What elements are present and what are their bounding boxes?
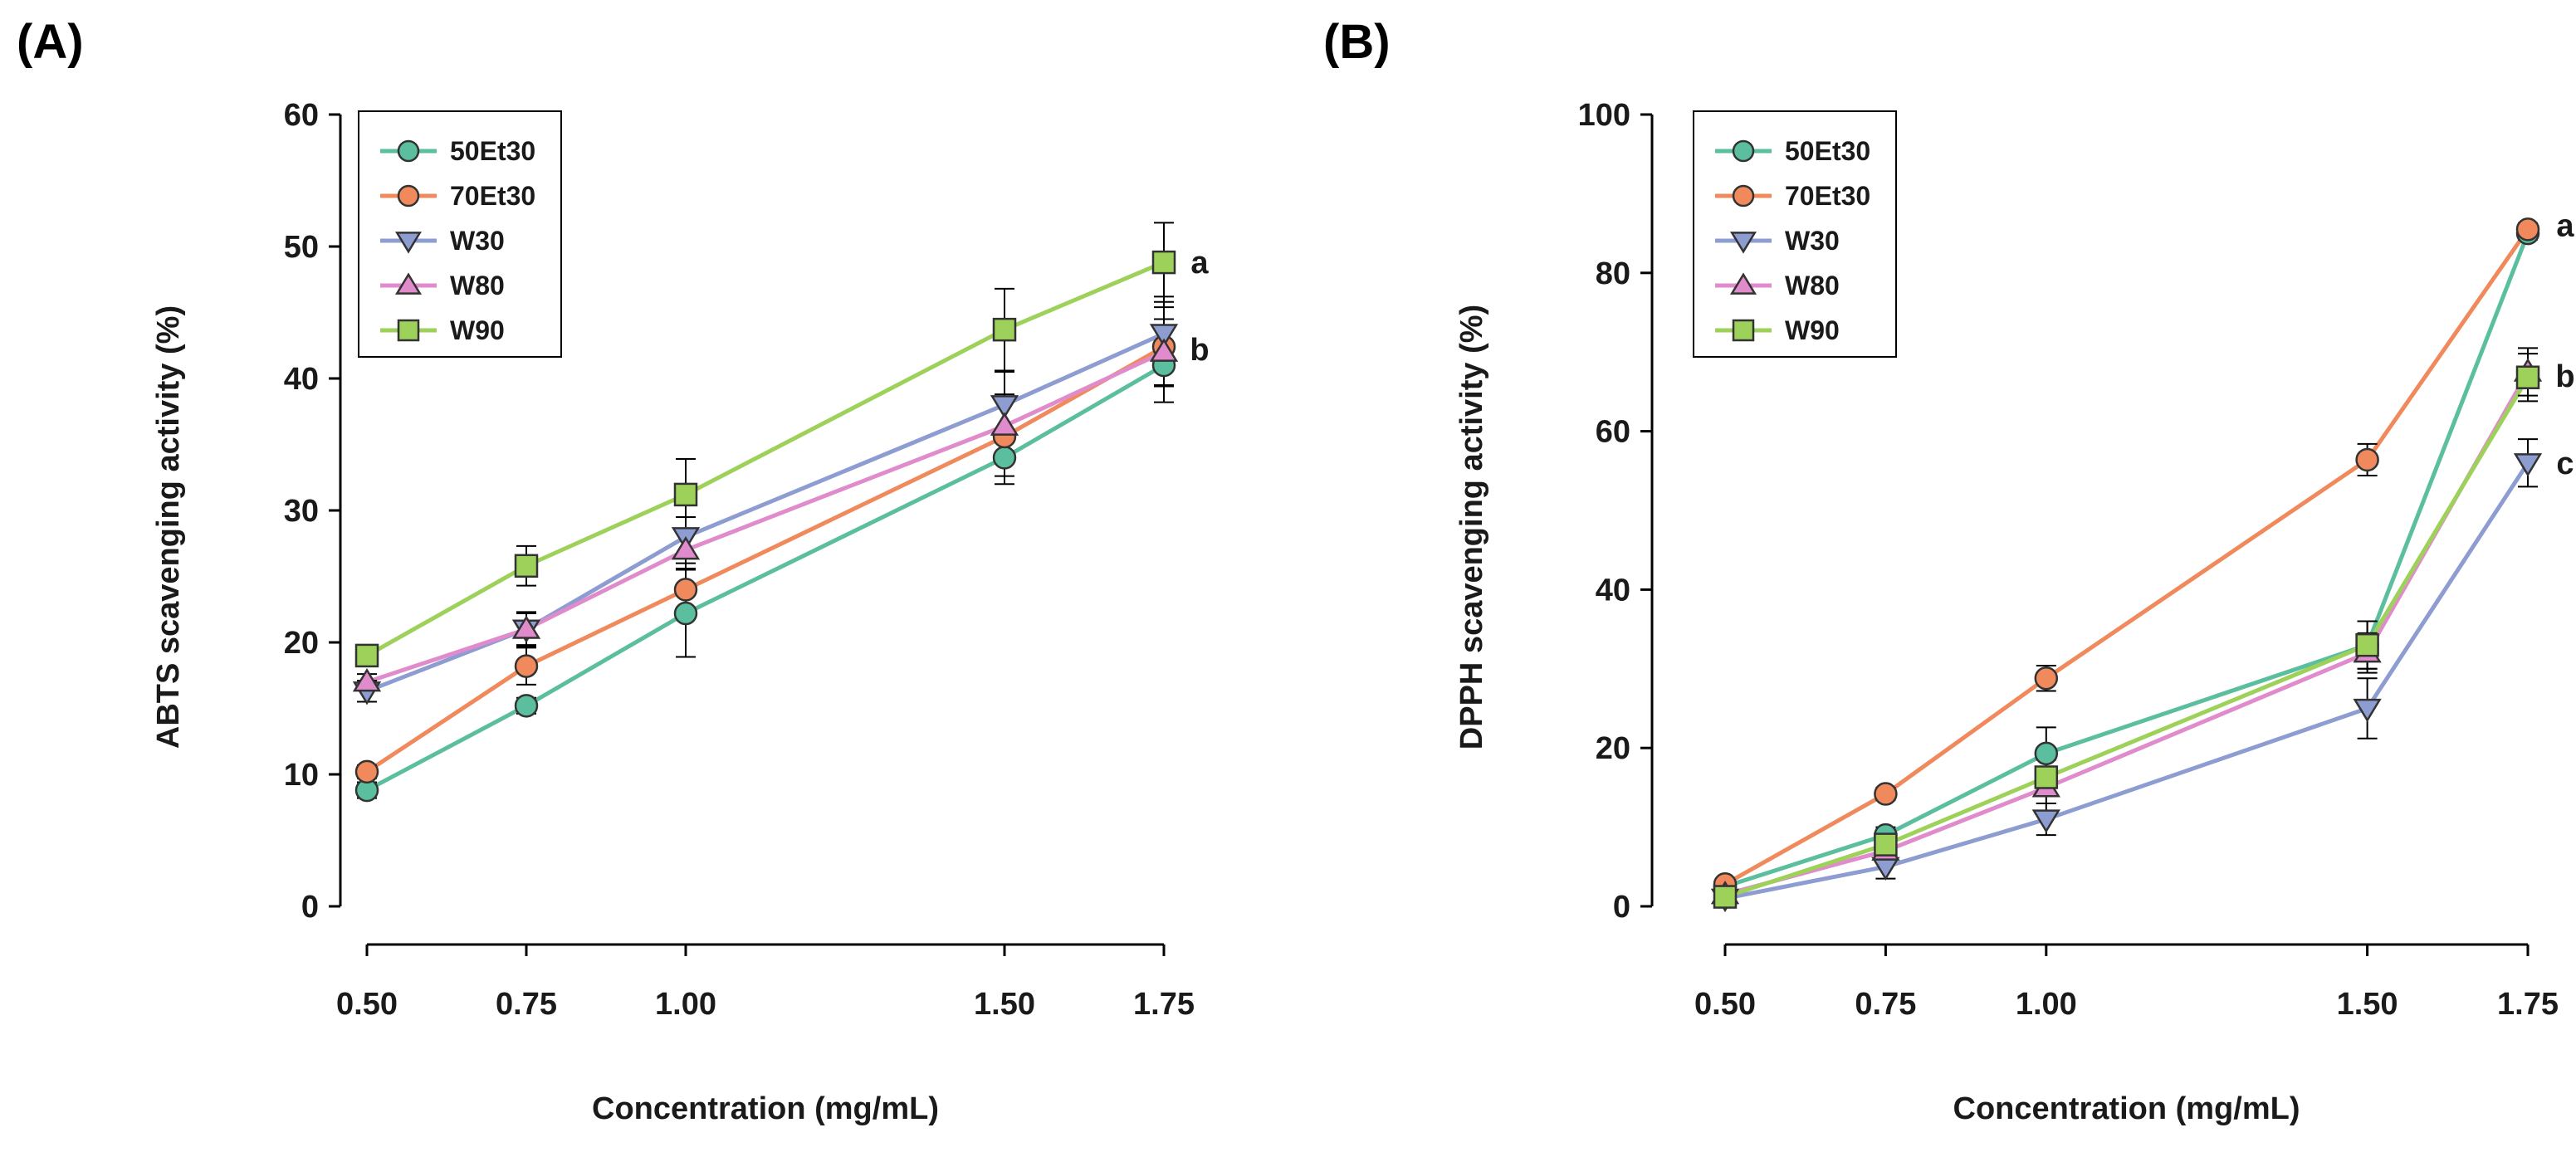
data-point-w30 — [990, 395, 1019, 419]
data-point-w90 — [992, 317, 1017, 342]
legend-marker — [1732, 319, 1755, 342]
legend-label: 70Et30 — [1785, 181, 1870, 211]
data-point-w90 — [354, 643, 379, 668]
data-point-w30 — [2353, 698, 2382, 723]
legend-marker — [394, 232, 423, 254]
legend-label: W90 — [450, 315, 505, 345]
legend-label: W30 — [450, 226, 505, 256]
data-point-w80 — [352, 667, 382, 692]
data-point-70et30 — [1874, 782, 1898, 806]
legend-marker — [397, 184, 420, 207]
significance-label: b — [1190, 333, 1209, 368]
chart-panel-a: (A) 0 10 20 30 40 50 60 0.50 0.75 1.00 1.50 1.75 Conc… — [17, 15, 1210, 1126]
data-point-70et30 — [2515, 217, 2540, 242]
legend-label: W30 — [1785, 226, 1840, 256]
data-point-w80 — [990, 412, 1019, 436]
series-line-w90 — [1724, 376, 2530, 899]
x-tick-label: 1.00 — [2016, 987, 2077, 1022]
significance-label: a — [2556, 209, 2574, 244]
series-line-50et30 — [365, 363, 1166, 793]
x-tick-label: 1.50 — [974, 987, 1035, 1022]
y-axis-title-a: ABTS scavenging activity (%) — [151, 305, 186, 749]
legend-label: 50Et30 — [450, 136, 535, 166]
legend-label: W80 — [450, 271, 505, 300]
series-line-w30 — [1724, 461, 2530, 901]
legend-label: 70Et30 — [450, 181, 535, 211]
x-tick-label: 1.50 — [2337, 987, 2398, 1022]
data-point-50et30 — [2034, 741, 2059, 766]
x-tick-label: 1.75 — [1133, 987, 1195, 1022]
legend-marker — [1729, 232, 1757, 254]
data-point-70et30 — [2355, 447, 2379, 472]
legend-label: 50Et30 — [1785, 136, 1870, 166]
data-point-w90 — [514, 554, 539, 578]
data-point-w90 — [1151, 250, 1176, 275]
legend-marker — [1729, 272, 1757, 295]
y-tick-label: 0 — [301, 890, 319, 925]
data-point-w80 — [511, 615, 541, 639]
data-point-w30 — [2513, 453, 2543, 477]
y-tick-label: 10 — [284, 758, 319, 793]
data-point-w80 — [671, 535, 701, 560]
y-tick-label: 60 — [1596, 415, 1630, 450]
data-point-50et30 — [514, 694, 539, 718]
y-tick-label: 20 — [284, 626, 319, 661]
legend-marker — [1732, 139, 1755, 163]
y-tick-label: 100 — [1578, 98, 1630, 133]
x-axis-title-a: Concentration (mg/mL) — [592, 1091, 939, 1126]
data-point-70et30 — [2034, 666, 2059, 691]
data-point-70et30 — [673, 578, 698, 602]
x-tick-label: 0.50 — [336, 987, 398, 1022]
legend-marker — [1732, 184, 1755, 207]
y-tick-label: 80 — [1596, 256, 1630, 291]
data-point-w90 — [1713, 885, 1738, 909]
data-point-50et30 — [673, 601, 698, 626]
significance-label: b — [2555, 359, 2574, 394]
x-tick-label: 1.00 — [655, 987, 716, 1022]
y-axis-title-b: DPPH scavenging activity (%) — [1454, 305, 1489, 749]
panel-label-a: (A) — [17, 15, 84, 69]
legend-label: W90 — [1785, 315, 1840, 345]
x-tick-label: 0.50 — [1694, 987, 1756, 1022]
legend-marker — [397, 139, 420, 163]
data-point-w30 — [2031, 809, 2060, 833]
significance-label: a — [1190, 246, 1209, 281]
y-tick-label: 30 — [284, 494, 319, 529]
series-line-w30 — [366, 331, 1166, 694]
data-point-w90 — [1874, 832, 1898, 857]
data-point-w80 — [1149, 338, 1179, 362]
legend-b: 50Et30 70Et30 W30 W80 W90 — [1693, 110, 1897, 358]
data-point-70et30 — [514, 654, 539, 678]
data-point-w90 — [2034, 765, 2059, 789]
y-tick-label: 40 — [1596, 573, 1630, 608]
significance-label: c — [2556, 447, 2574, 481]
legend-marker — [394, 272, 423, 295]
y-tick-label: 60 — [284, 98, 319, 133]
y-tick-label: 20 — [1596, 731, 1630, 766]
x-tick-label: 0.75 — [496, 987, 557, 1022]
data-point-w90 — [673, 482, 698, 507]
y-tick-label: 40 — [284, 362, 319, 397]
series-line-70et30 — [365, 344, 1166, 774]
legend-marker — [397, 319, 420, 342]
data-point-50et30 — [992, 446, 1017, 470]
series-line-w80 — [366, 349, 1166, 685]
y-tick-label: 0 — [1613, 890, 1630, 925]
data-point-w90 — [2355, 632, 2379, 657]
legend-label: W80 — [1785, 271, 1840, 300]
panel-label-b: (B) — [1323, 15, 1391, 69]
x-axis-title-b: Concentration (mg/mL) — [1953, 1091, 2300, 1126]
y-tick-label: 50 — [284, 230, 319, 265]
x-tick-label: 0.75 — [1855, 987, 1916, 1022]
chart-panel-b: (B) 0 20 40 60 80 100 0.50 0.75 1.00 1.50 1.75 Conce… — [1323, 15, 2575, 1126]
data-point-w30 — [1149, 324, 1179, 348]
legend-a: 50Et30 70Et30 W30 W80 W90 — [358, 110, 562, 358]
x-tick-label: 1.75 — [2497, 987, 2559, 1022]
data-point-70et30 — [354, 759, 379, 784]
data-point-w90 — [2515, 365, 2540, 389]
